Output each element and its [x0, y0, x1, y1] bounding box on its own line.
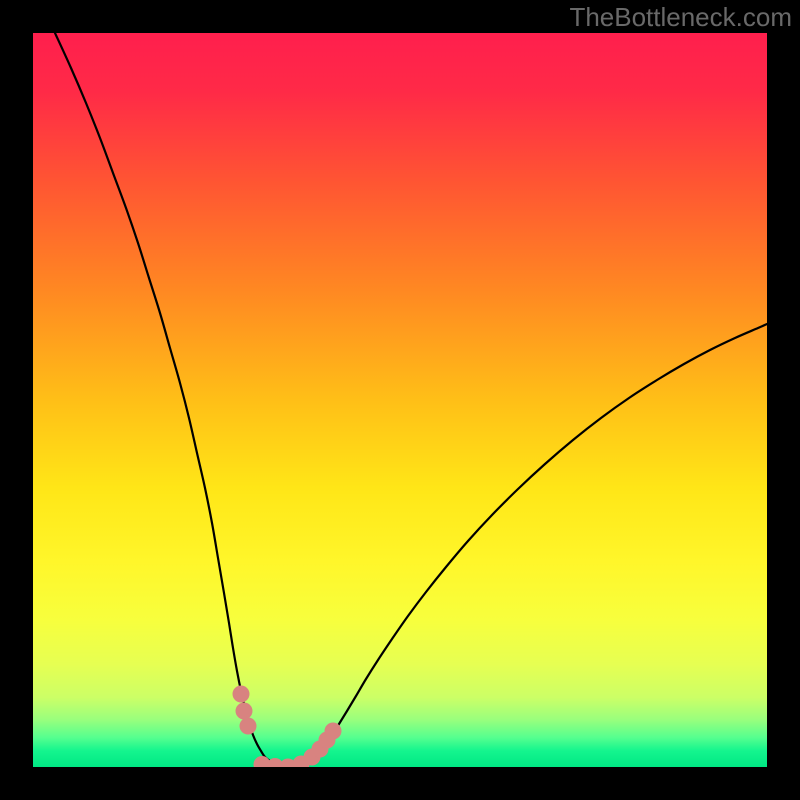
chart-frame: TheBottleneck.com: [0, 0, 800, 800]
plot-area: [33, 33, 767, 767]
marker-dot: [240, 718, 257, 735]
gradient-background: [33, 33, 767, 767]
watermark-text: TheBottleneck.com: [569, 2, 792, 33]
marker-dot: [236, 703, 253, 720]
marker-dot: [325, 723, 342, 740]
plot-svg: [33, 33, 767, 767]
marker-dot: [233, 686, 250, 703]
